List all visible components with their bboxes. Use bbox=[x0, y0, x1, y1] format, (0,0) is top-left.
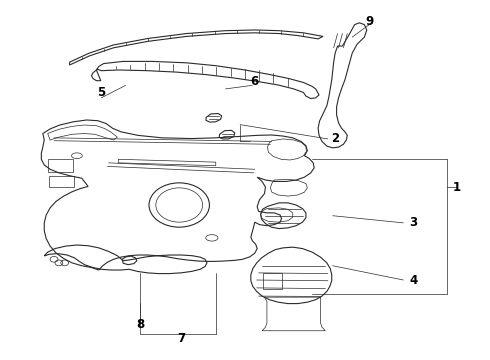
Text: 8: 8 bbox=[136, 318, 145, 331]
Text: 7: 7 bbox=[177, 333, 186, 346]
Text: 2: 2 bbox=[331, 132, 339, 145]
Text: 4: 4 bbox=[409, 274, 417, 287]
Text: 3: 3 bbox=[409, 216, 417, 229]
Text: 6: 6 bbox=[250, 75, 259, 88]
Text: 5: 5 bbox=[97, 86, 105, 99]
Text: 9: 9 bbox=[365, 14, 373, 27]
Text: 1: 1 bbox=[453, 181, 461, 194]
